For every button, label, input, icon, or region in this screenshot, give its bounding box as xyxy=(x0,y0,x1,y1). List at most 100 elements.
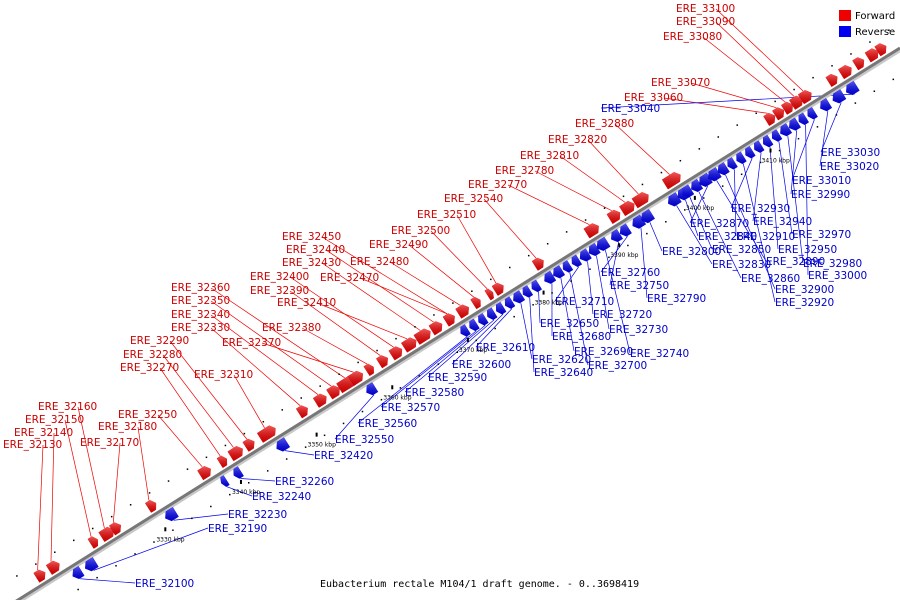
gene-label-forward: ERE_33060 xyxy=(624,92,683,104)
minor-tick xyxy=(380,398,383,401)
gene-forward-shade xyxy=(242,439,255,452)
gene-label-forward: ERE_32450 xyxy=(282,231,341,243)
minor-tick xyxy=(854,102,857,104)
gene-forward-shade xyxy=(781,102,793,115)
gene-label-reverse: ERE_32230 xyxy=(228,509,287,521)
minor-tick xyxy=(608,256,610,259)
tick-label: 3350 kbp xyxy=(308,442,336,449)
gene-reverse-shade xyxy=(487,307,498,320)
gene-label-reverse: ERE_32980 xyxy=(803,258,862,270)
gene-label-reverse: ERE_32570 xyxy=(381,402,440,414)
gene-label-reverse: ERE_33000 xyxy=(808,270,867,282)
leader-line xyxy=(427,319,495,378)
leader-line xyxy=(614,123,670,175)
gene-label-forward: ERE_32350 xyxy=(171,295,230,307)
minor-tick xyxy=(172,529,174,531)
gene-label-reverse: ERE_32600 xyxy=(452,359,511,371)
gene-reverse-shade xyxy=(505,296,515,309)
gene-label-forward: ERE_32250 xyxy=(118,409,177,421)
gene-reverse-shade xyxy=(597,237,611,251)
legend: Forward Reverse xyxy=(839,10,895,38)
minor-tick xyxy=(243,432,246,435)
minor-tick xyxy=(247,482,250,484)
gene-reverse-shade xyxy=(220,475,230,487)
leader-line xyxy=(162,354,234,448)
gene-reverse-shade xyxy=(85,557,99,571)
gene-label-forward: ERE_32540 xyxy=(444,193,503,205)
gene-reverse-shade xyxy=(460,324,471,337)
minor-tick xyxy=(816,126,819,128)
leader-line xyxy=(475,308,513,348)
minor-tick xyxy=(437,363,440,365)
gene-reverse-shade xyxy=(708,167,722,182)
minor-tick xyxy=(115,565,117,567)
gene-label-reverse: ERE_32830 xyxy=(712,259,771,271)
leader-line xyxy=(685,199,699,237)
gene-label-forward: ERE_33090 xyxy=(676,16,735,28)
minor-tick xyxy=(812,76,814,79)
tick-mark xyxy=(239,479,242,484)
tick-mark xyxy=(542,290,545,295)
leader-line xyxy=(112,442,121,523)
gene-label-reverse: ERE_32710 xyxy=(555,296,614,308)
legend-forward-swatch xyxy=(839,10,851,21)
minor-tick xyxy=(641,183,644,186)
gene-reverse-shade xyxy=(789,117,801,131)
leader-line xyxy=(301,327,368,365)
gene-forward-shade xyxy=(798,90,812,104)
gene-forward-shade xyxy=(484,288,494,301)
minor-tick xyxy=(622,195,625,198)
gene-label-reverse: ERE_32930 xyxy=(731,203,790,215)
minor-tick xyxy=(342,422,345,425)
gene-label-reverse: ERE_32840 xyxy=(698,231,757,243)
gene-reverse-shade xyxy=(820,98,832,111)
minor-tick xyxy=(418,375,421,377)
gene-label-reverse: ERE_32590 xyxy=(428,372,487,384)
minor-tick xyxy=(684,209,686,211)
gene-label-forward: ERE_32440 xyxy=(286,244,345,256)
minor-tick xyxy=(54,551,56,553)
gene-reverse-shade xyxy=(745,146,756,159)
leader-line xyxy=(430,230,488,289)
gene-reverse-shade xyxy=(553,265,565,279)
leader-line xyxy=(787,135,804,264)
gene-forward-shade xyxy=(772,107,784,121)
tick-layer: 3330 kbp 3340 kbp 3350 kbp 3360 kbp 3370 kbp… xyxy=(16,29,895,591)
gene-label-forward: ERE_32270 xyxy=(120,362,179,374)
leader-line xyxy=(77,406,105,529)
gene-label-reverse: ERE_32260 xyxy=(275,476,334,488)
minor-tick xyxy=(148,492,151,494)
gene-label-reverse: ERE_32870 xyxy=(690,218,749,230)
gene-forward-shade xyxy=(619,201,635,216)
gene-label-reverse: ERE_32550 xyxy=(335,434,394,446)
leader-line xyxy=(50,432,55,562)
minor-tick xyxy=(721,185,724,187)
minor-tick xyxy=(740,173,743,176)
gene-label-reverse: ERE_32640 xyxy=(534,367,593,379)
leader-line xyxy=(769,147,779,250)
minor-tick xyxy=(433,314,435,316)
gene-label-forward: ERE_32810 xyxy=(520,150,579,162)
minor-tick xyxy=(665,220,667,223)
gene-label-reverse: ERE_32790 xyxy=(647,293,706,305)
minor-tick xyxy=(16,575,18,577)
leader-line xyxy=(380,330,477,408)
leader-line xyxy=(389,261,461,306)
tick-label: 3370 kbp xyxy=(459,347,487,354)
minor-tick xyxy=(850,53,852,55)
leader-line xyxy=(600,235,628,273)
gene-label-forward: ERE_32500 xyxy=(391,225,450,237)
gene-reverse-shade xyxy=(72,566,85,579)
leader-line xyxy=(734,169,737,237)
minor-tick xyxy=(873,90,876,92)
leader-line xyxy=(210,314,319,395)
leader-line xyxy=(716,180,767,262)
gene-forward-shade xyxy=(217,455,227,468)
gene-label-forward: ERE_32470 xyxy=(320,272,379,284)
leader-line xyxy=(778,141,793,235)
minor-tick xyxy=(96,576,98,579)
tick-mark xyxy=(315,432,318,437)
minor-tick xyxy=(494,327,496,330)
gene-forward-shade xyxy=(296,405,308,419)
